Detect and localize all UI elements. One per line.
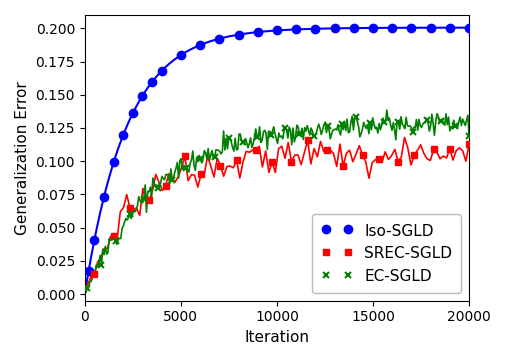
- Iso-SGLD: [177, 53, 183, 57]
- Iso-SGLD: [312, 27, 318, 31]
- SREC-SGLD: [233, 158, 239, 162]
- EC-SGLD: [113, 239, 119, 243]
- EC-SGLD: [140, 197, 146, 201]
- EC-SGLD: [211, 155, 217, 159]
- EC-SGLD: [239, 140, 245, 145]
- SREC-SGLD: [146, 198, 152, 203]
- Line: SREC-SGLD: SREC-SGLD: [91, 137, 472, 277]
- EC-SGLD: [338, 122, 344, 126]
- EC-SGLD: [126, 212, 132, 216]
- EC-SGLD: [296, 132, 302, 136]
- Iso-SGLD: [408, 26, 414, 30]
- EC-SGLD: [225, 136, 231, 140]
- Iso-SGLD: [148, 80, 155, 84]
- Iso-SGLD: [254, 30, 260, 34]
- EC-SGLD: [254, 135, 260, 139]
- EC-SGLD: [423, 118, 429, 122]
- EC-SGLD: [98, 263, 105, 267]
- SREC-SGLD: [375, 157, 381, 161]
- SREC-SGLD: [127, 206, 133, 211]
- Iso-SGLD: [427, 26, 433, 30]
- SREC-SGLD: [91, 271, 97, 276]
- SREC-SGLD: [446, 147, 452, 151]
- Iso-SGLD: [139, 94, 145, 98]
- Iso-SGLD: [158, 69, 164, 73]
- EC-SGLD: [169, 177, 175, 182]
- Iso-SGLD: [85, 269, 91, 273]
- Iso-SGLD: [196, 43, 203, 47]
- SREC-SGLD: [359, 153, 365, 157]
- EC-SGLD: [282, 126, 288, 131]
- Iso-SGLD: [388, 26, 394, 30]
- Iso-SGLD: [273, 28, 279, 33]
- Iso-SGLD: [369, 26, 375, 30]
- Iso-SGLD: [292, 27, 298, 32]
- SREC-SGLD: [288, 159, 294, 164]
- Iso-SGLD: [129, 111, 135, 115]
- EC-SGLD: [380, 120, 386, 125]
- Iso-SGLD: [120, 133, 126, 137]
- EC-SGLD: [465, 134, 471, 138]
- EC-SGLD: [409, 130, 415, 134]
- EC-SGLD: [352, 115, 359, 120]
- SREC-SGLD: [339, 164, 345, 168]
- Line: Iso-SGLD: Iso-SGLD: [84, 23, 472, 275]
- SREC-SGLD: [465, 142, 471, 146]
- Iso-SGLD: [101, 195, 107, 199]
- Iso-SGLD: [91, 238, 97, 242]
- SREC-SGLD: [323, 148, 329, 152]
- SREC-SGLD: [430, 147, 436, 152]
- Legend: Iso-SGLD, SREC-SGLD, EC-SGLD: Iso-SGLD, SREC-SGLD, EC-SGLD: [312, 214, 461, 293]
- EC-SGLD: [394, 120, 400, 124]
- SREC-SGLD: [197, 172, 204, 176]
- SREC-SGLD: [162, 184, 168, 188]
- EC-SGLD: [197, 157, 203, 161]
- SREC-SGLD: [394, 159, 400, 164]
- EC-SGLD: [268, 132, 274, 137]
- Iso-SGLD: [350, 26, 356, 30]
- X-axis label: Iteration: Iteration: [244, 330, 309, 345]
- Y-axis label: Generalization Error: Generalization Error: [15, 81, 30, 235]
- EC-SGLD: [324, 124, 330, 128]
- Iso-SGLD: [235, 32, 241, 37]
- SREC-SGLD: [252, 147, 259, 152]
- EC-SGLD: [437, 119, 443, 123]
- Iso-SGLD: [465, 26, 471, 30]
- SREC-SGLD: [304, 138, 310, 143]
- SREC-SGLD: [269, 160, 275, 164]
- SREC-SGLD: [411, 153, 417, 157]
- Iso-SGLD: [331, 26, 337, 31]
- EC-SGLD: [310, 134, 316, 139]
- Iso-SGLD: [216, 36, 222, 41]
- EC-SGLD: [155, 186, 161, 191]
- SREC-SGLD: [217, 163, 223, 168]
- Iso-SGLD: [111, 160, 117, 165]
- Iso-SGLD: [446, 26, 452, 30]
- Line: EC-SGLD: EC-SGLD: [84, 114, 472, 291]
- SREC-SGLD: [111, 234, 117, 238]
- EC-SGLD: [367, 121, 373, 125]
- EC-SGLD: [451, 123, 457, 128]
- EC-SGLD: [183, 165, 189, 170]
- SREC-SGLD: [181, 154, 187, 158]
- EC-SGLD: [84, 285, 90, 290]
